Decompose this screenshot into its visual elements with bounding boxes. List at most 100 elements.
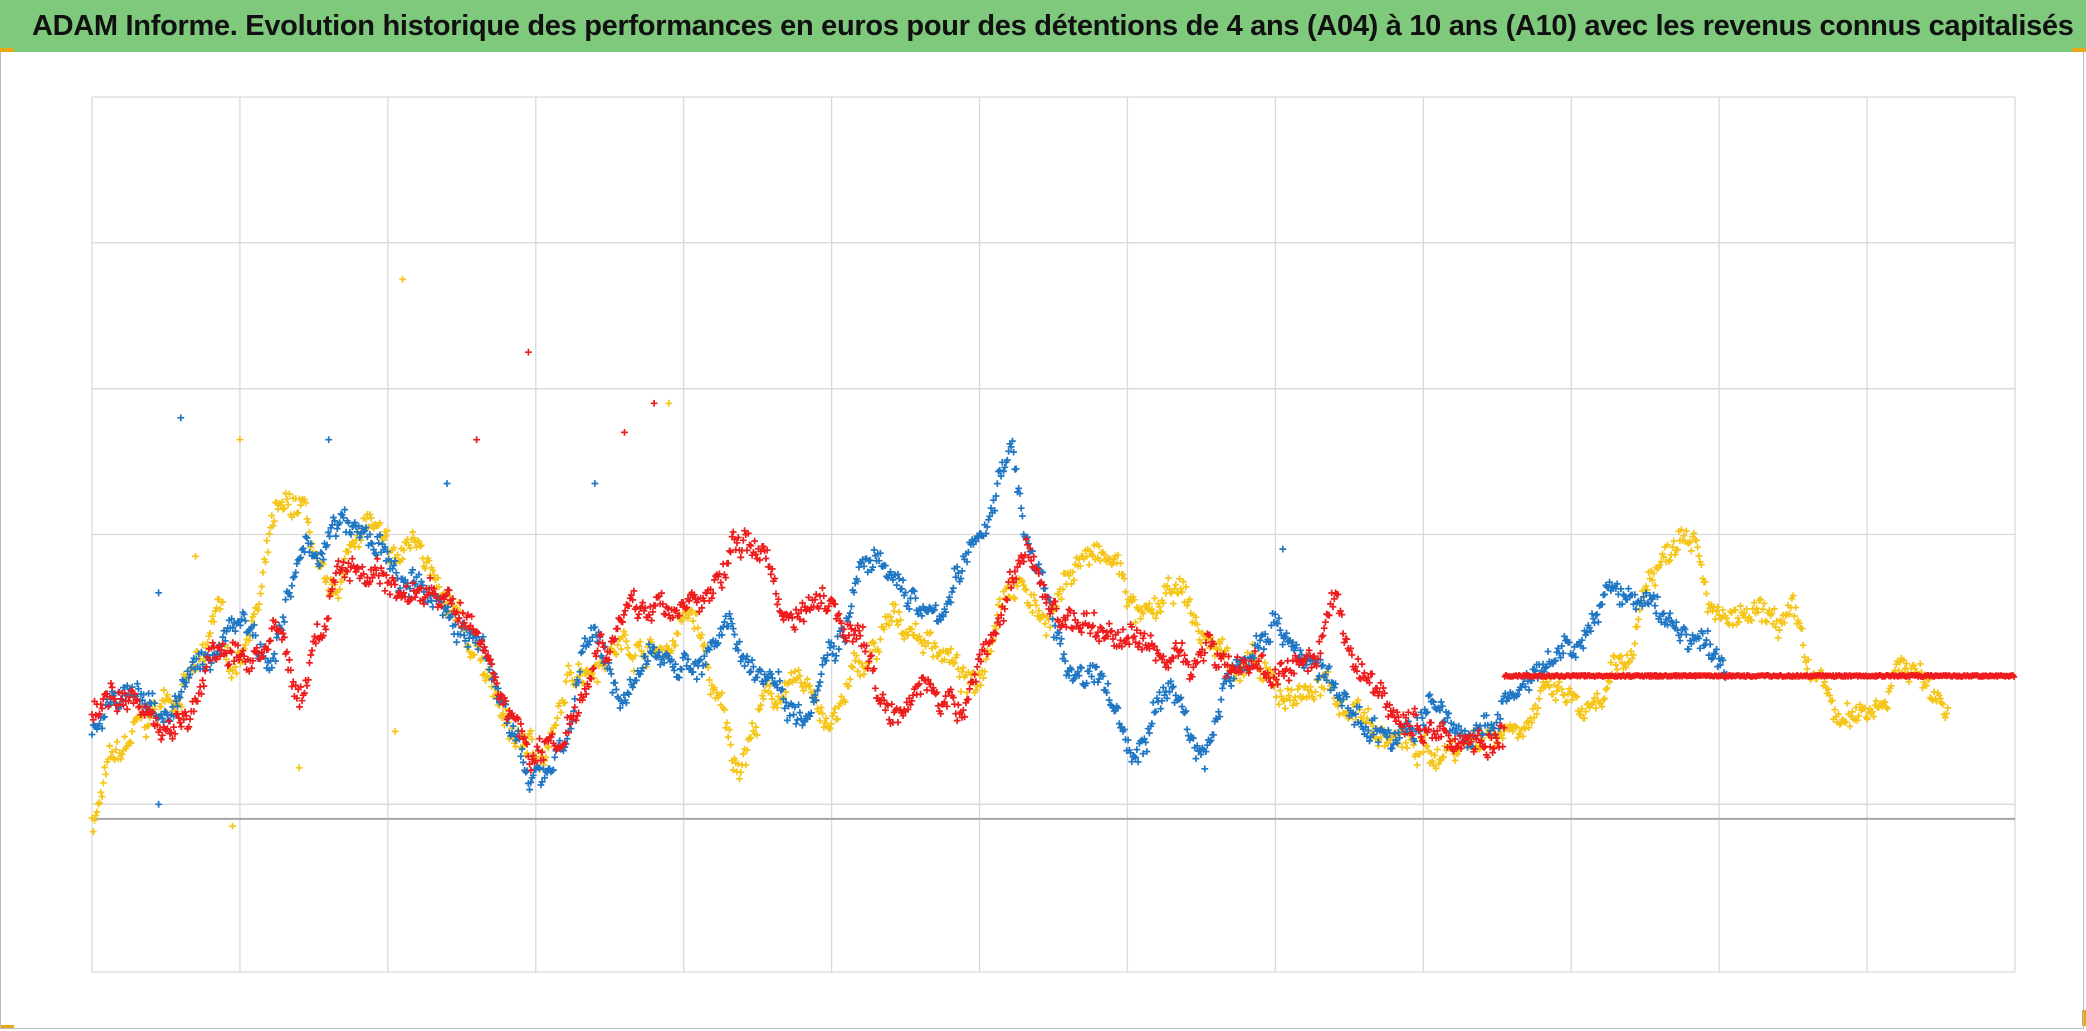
data-point-blue	[1275, 614, 1283, 622]
data-point-yellow	[303, 515, 311, 523]
data-point-blue	[1505, 695, 1513, 702]
data-point-blue	[219, 633, 227, 641]
data-point-red	[1474, 732, 1481, 739]
data-point-red	[206, 657, 214, 664]
data-point-blue	[1075, 672, 1083, 679]
data-point-red	[1329, 603, 1337, 611]
data-point-yellow	[1566, 685, 1573, 693]
data-point-yellow	[1846, 722, 1854, 730]
data-point-blue	[1709, 654, 1717, 662]
data-point-yellow	[674, 630, 682, 638]
data-point-red	[293, 694, 301, 702]
data-point-blue	[347, 530, 355, 538]
data-point-blue	[778, 685, 786, 693]
data-point-red	[1026, 545, 1034, 552]
data-point-yellow	[409, 528, 416, 536]
data-point-yellow	[1553, 687, 1561, 695]
data-point-blue	[1364, 727, 1372, 734]
data-point-yellow	[1768, 610, 1776, 617]
data-point-blue	[1104, 680, 1112, 688]
data-point-red	[729, 528, 737, 536]
data-point-blue	[985, 516, 992, 524]
data-point-yellow	[743, 746, 751, 754]
data-point-yellow	[1427, 750, 1435, 757]
data-point-blue	[306, 548, 313, 556]
data-point-yellow	[727, 741, 735, 749]
data-point-yellow	[367, 514, 375, 522]
data-point-yellow	[1714, 603, 1722, 611]
data-point-red	[775, 595, 782, 603]
data-point-yellow	[91, 816, 98, 824]
data-point-yellow	[1870, 713, 1878, 721]
data-point-red	[223, 649, 230, 657]
data-point-red	[1012, 575, 1020, 583]
data-point-red	[218, 646, 225, 654]
data-point-red	[1494, 739, 1502, 747]
data-point-blue	[522, 768, 530, 776]
data-point-yellow	[1625, 659, 1632, 667]
data-point-red	[561, 739, 569, 747]
data-point-blue	[1464, 744, 1471, 751]
data-point-yellow	[723, 719, 731, 727]
data-point-yellow	[1690, 530, 1698, 537]
data-point-yellow	[1729, 621, 1737, 629]
data-point-red	[1048, 606, 1055, 614]
data-point-red	[1339, 630, 1347, 637]
data-point-red	[1301, 657, 1309, 664]
data-point-red	[529, 752, 537, 759]
data-point-red	[651, 602, 659, 610]
data-point-red	[430, 585, 438, 593]
data-point-yellow	[1428, 757, 1436, 765]
data-point-yellow	[804, 675, 811, 683]
data-point-red	[502, 697, 510, 705]
data-point-blue	[683, 662, 691, 670]
data-point-blue	[1323, 676, 1331, 684]
data-point-red	[468, 613, 476, 620]
data-point-blue	[996, 467, 1004, 474]
data-point-yellow	[941, 656, 948, 663]
data-point-blue	[991, 507, 999, 514]
data-point-blue	[316, 562, 323, 570]
data-point-blue	[1015, 485, 1023, 492]
data-point-yellow	[1774, 634, 1782, 642]
data-point-red	[894, 719, 902, 726]
data-point-blue	[1083, 679, 1090, 687]
data-point-blue	[323, 541, 331, 549]
data-point-red	[1144, 642, 1152, 649]
data-point-yellow	[164, 691, 171, 699]
data-point-blue	[947, 599, 955, 606]
data-point-blue	[1226, 677, 1234, 685]
data-point-yellow	[281, 504, 288, 512]
data-point-blue	[721, 618, 728, 626]
data-point-yellow	[1281, 705, 1289, 712]
data-point-red	[1078, 628, 1085, 636]
data-point-blue	[362, 524, 370, 531]
data-point-red	[1007, 584, 1015, 592]
data-point-red	[1480, 743, 1488, 751]
data-point-red	[1434, 727, 1441, 735]
data-point-blue	[1061, 657, 1069, 665]
data-point-yellow	[418, 542, 425, 549]
data-point-yellow	[758, 692, 766, 699]
data-point-blue	[252, 632, 259, 639]
data-point-red	[614, 625, 621, 633]
data-point-yellow	[499, 710, 507, 717]
data-point-blue	[718, 631, 726, 639]
data-point-blue	[1210, 731, 1217, 739]
data-point-yellow	[1831, 706, 1839, 714]
data-point-blue	[1631, 591, 1639, 599]
data-point-blue	[479, 633, 487, 641]
data-point-red	[611, 635, 619, 643]
data-point-blue	[291, 573, 298, 581]
data-point-red	[673, 607, 681, 614]
data-point-yellow	[1059, 586, 1067, 593]
data-point-red	[690, 591, 698, 599]
data-point-blue	[1552, 657, 1559, 664]
data-point-blue	[1566, 639, 1573, 646]
data-point-blue	[237, 621, 244, 629]
data-point-red	[991, 629, 999, 636]
data-point-yellow	[806, 682, 814, 690]
data-point-blue	[768, 674, 776, 682]
data-point-yellow	[1284, 685, 1292, 693]
data-point-red	[933, 688, 941, 696]
